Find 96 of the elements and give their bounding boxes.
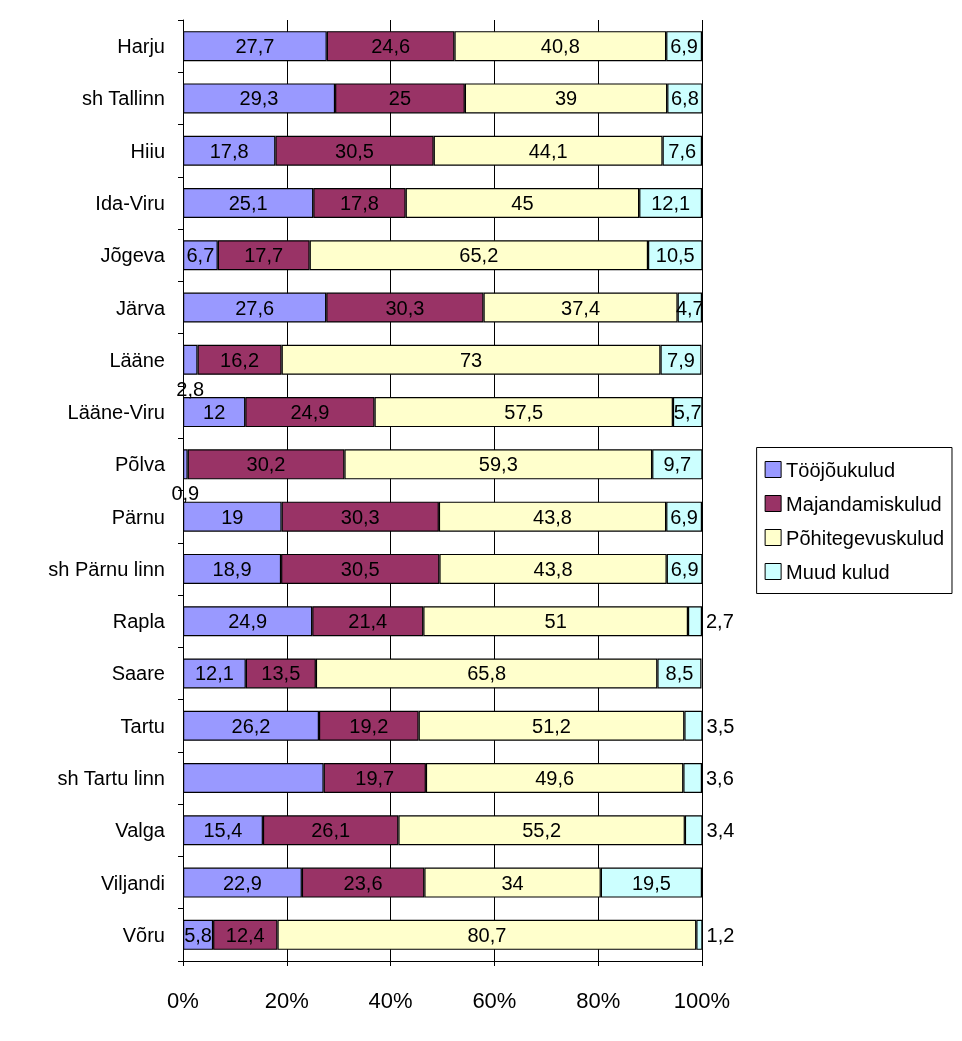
x-tick-label: 60% — [472, 987, 517, 1013]
data-label: 30,3 — [385, 296, 425, 319]
x-tick-label: 80% — [576, 987, 621, 1013]
data-label: 23,6 — [343, 871, 383, 894]
data-label: 27,7 — [235, 35, 275, 58]
x-tick-label: 0% — [167, 987, 199, 1013]
data-label: 3,5 — [706, 714, 735, 737]
data-label: 13,5 — [261, 662, 301, 685]
y-tick-label: sh Tallinn — [81, 87, 165, 110]
y-tick-label: Ida-Viru — [95, 191, 165, 214]
y-tick-label: Pärnu — [111, 505, 165, 528]
data-label: 2,7 — [706, 610, 734, 633]
data-label: 30,5 — [335, 139, 374, 162]
data-label: 73 — [459, 348, 483, 371]
data-label: 57,5 — [504, 401, 544, 424]
data-label: 30,5 — [340, 557, 380, 580]
y-tick-label: Jõgeva — [100, 244, 166, 267]
data-label: 6,9 — [670, 505, 698, 528]
data-label: 16,2 — [220, 348, 260, 371]
data-label: 25 — [388, 87, 412, 110]
data-label: 9,7 — [663, 453, 692, 476]
y-tick-label: Võru — [122, 923, 165, 946]
data-label: 8,5 — [665, 662, 694, 685]
data-label: 65,8 — [467, 662, 507, 685]
x-tick-label: 20% — [264, 987, 309, 1013]
data-label: 5,7 — [673, 401, 702, 424]
data-label: 59,3 — [478, 453, 518, 476]
data-label: 17,8 — [209, 139, 249, 162]
y-tick-label: Põlva — [114, 453, 166, 476]
data-label: 6,9 — [670, 35, 698, 58]
y-tick-label: Harju — [117, 35, 165, 58]
y-tick-label: Lääne-Viru — [67, 401, 165, 424]
legend-label: Muud kulud — [786, 560, 890, 583]
data-label: 12 — [203, 401, 226, 424]
x-tick-label: 40% — [368, 987, 413, 1013]
data-label: 34 — [501, 871, 524, 894]
y-tick-label: Hiiu — [130, 139, 165, 162]
data-label: 43,8 — [533, 557, 573, 580]
data-label: 80,7 — [467, 923, 507, 946]
data-label: 10,5 — [655, 244, 695, 267]
data-label: 7,9 — [667, 348, 695, 371]
data-label: 15,4 — [203, 819, 243, 842]
x-tick-label: 100% — [673, 987, 731, 1013]
data-label: 27,6 — [235, 296, 275, 319]
data-label: 37,4 — [561, 296, 601, 319]
legend-label: Tööjõukulud — [786, 458, 896, 481]
data-label: 6,7 — [186, 244, 215, 267]
data-label: 22,9 — [222, 871, 262, 894]
data-label: 19,5 — [631, 871, 671, 894]
data-label: 43,8 — [533, 505, 572, 528]
data-label: 6,9 — [670, 557, 699, 580]
data-label: 30,3 — [340, 505, 380, 528]
data-label: 39 — [554, 87, 578, 110]
y-tick-label: Tartu — [120, 714, 165, 737]
y-tick-label: Valga — [115, 819, 166, 842]
data-label: 55,2 — [522, 819, 562, 842]
data-label: 40,8 — [540, 35, 580, 58]
data-label: 51,2 — [532, 714, 571, 737]
y-tick-label: Lääne — [109, 348, 165, 371]
y-tick-label: Viljandi — [100, 871, 165, 894]
data-label: 26,1 — [311, 819, 351, 842]
data-label: 44,1 — [528, 139, 568, 162]
data-label: 24,6 — [371, 35, 411, 58]
data-label: 6,8 — [670, 87, 699, 110]
data-label: 24,9 — [290, 401, 330, 424]
data-label: 45 — [511, 191, 534, 214]
data-label: 26,2 — [231, 714, 271, 737]
data-label: 19,2 — [349, 714, 389, 737]
data-label: 12,1 — [651, 191, 691, 214]
data-label: 29,3 — [239, 87, 279, 110]
data-label: 3,6 — [706, 767, 734, 790]
y-tick-label: Saare — [111, 662, 165, 685]
data-label: 1,2 — [706, 923, 735, 946]
data-label: 19,7 — [355, 767, 395, 790]
data-label: 49,6 — [535, 767, 575, 790]
data-label: 3,4 — [706, 819, 735, 842]
y-tick-label: Rapla — [112, 610, 166, 633]
y-tick-label: sh Pärnu linn — [48, 557, 165, 580]
y-tick-label: sh Tartu linn — [57, 767, 165, 790]
data-label: 30,2 — [246, 453, 286, 476]
data-label: 24,9 — [228, 610, 268, 633]
y-tick-label: Järva — [116, 296, 166, 319]
data-label: 18,9 — [212, 557, 252, 580]
legend-label: Põhitegevuskulud — [786, 526, 944, 549]
data-label: 5,8 — [184, 923, 212, 946]
data-label: 21,4 — [348, 610, 388, 633]
legend-label: Majandamiskulud — [786, 492, 942, 515]
data-label: 12,1 — [194, 662, 234, 685]
data-label: 7,6 — [668, 139, 697, 162]
data-label: 17,8 — [339, 191, 379, 214]
data-label: 25,1 — [228, 191, 268, 214]
data-label: 19 — [221, 505, 244, 528]
data-label: 65,2 — [459, 244, 499, 267]
data-label: 51 — [544, 610, 567, 633]
data-label: 12,4 — [225, 923, 265, 946]
data-label: 17,7 — [244, 244, 284, 267]
